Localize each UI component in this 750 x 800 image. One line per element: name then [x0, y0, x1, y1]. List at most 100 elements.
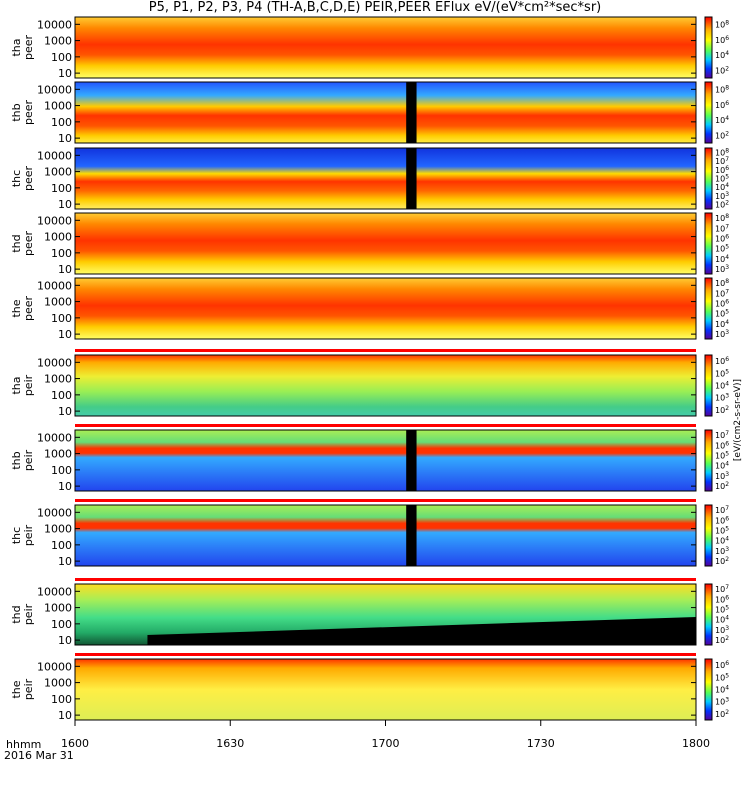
- panel-ylabel: thc: [10, 170, 23, 187]
- colorbar-tick-label: 105: [715, 244, 729, 254]
- panel-frame: [74, 277, 697, 340]
- panel-frame: [74, 354, 697, 417]
- x-tick-label: 1700: [372, 737, 400, 750]
- y-tick-label: 100: [51, 389, 72, 402]
- y-tick-label: 1000: [44, 448, 72, 461]
- colorbar-tick-label: 103: [715, 471, 729, 481]
- mode-bar: [75, 499, 696, 502]
- colorbar-tick-label: 106: [715, 594, 729, 604]
- colorbar-tick-label: 108: [715, 20, 729, 30]
- colorbar-tick-label: 103: [715, 697, 729, 707]
- y-tick-label: 100: [51, 182, 72, 195]
- colorbar-tick-label: 108: [715, 213, 729, 223]
- colorbar-tick-label: 105: [715, 525, 729, 535]
- panel-ylabel: peir: [22, 449, 35, 471]
- panel-the-peir: 10 100 1000 10000 the peir 102 103 104 105 106: [10, 653, 729, 722]
- y-tick-label: 10000: [37, 214, 72, 227]
- colorbar-tick-label: 104: [715, 115, 729, 125]
- mode-bar: [75, 653, 696, 656]
- colorbar-tick-label: 104: [715, 536, 729, 546]
- colorbar-title: [eV/(cm2-s-sr-eV)]: [733, 379, 743, 461]
- data-gap: [406, 148, 417, 209]
- spectrogram-image: [75, 430, 696, 491]
- y-tick-label: 10000: [37, 431, 72, 444]
- colorbar-tick-label: 103: [715, 625, 729, 635]
- colorbar: [704, 81, 713, 144]
- colorbar-tick-label: 106: [715, 356, 729, 366]
- colorbar-tick-label: 107: [715, 223, 729, 233]
- x-axis-title-time: hhmm: [6, 738, 42, 751]
- mode-bar: [75, 349, 696, 352]
- x-tick-label: 1730: [527, 737, 555, 750]
- panel-ylabel: thb: [10, 451, 23, 469]
- colorbar-tick-label: 102: [715, 709, 729, 719]
- y-tick-label: 10000: [37, 18, 72, 31]
- colorbar-tick-label: 103: [715, 264, 729, 274]
- colorbar-tick-label: 108: [715, 85, 729, 95]
- spectrogram-image: [75, 659, 696, 720]
- colorbar-tick-label: 104: [715, 254, 729, 264]
- colorbar-tick-label: 104: [715, 182, 729, 192]
- colorbar-tick-label: 107: [715, 505, 729, 515]
- colorbar-tick-label: 103: [715, 329, 729, 339]
- y-tick-label: 10: [58, 405, 72, 418]
- y-tick-label: 10000: [37, 506, 72, 519]
- colorbar-tick-label: 104: [715, 381, 729, 391]
- data-gap: [406, 505, 417, 566]
- colorbar-tick-label: 103: [715, 546, 729, 556]
- colorbar-tick-label: 105: [715, 450, 729, 460]
- panel-tha-peer: 10 100 1000 10000 tha peer 102 104 106 108: [10, 16, 729, 80]
- data-gap: [406, 82, 417, 143]
- colorbar: [704, 16, 713, 79]
- y-tick-label: 10000: [37, 356, 72, 369]
- y-tick-label: 100: [51, 539, 72, 552]
- panel-ylabel: peir: [22, 603, 35, 625]
- panel-ylabel: tha: [10, 38, 23, 56]
- colorbar-tick-label: 107: [715, 288, 729, 298]
- colorbar-tick-label: 104: [715, 685, 729, 695]
- colorbar-tick-label: 106: [715, 100, 729, 110]
- y-tick-label: 1000: [44, 296, 72, 309]
- y-tick-label: 100: [51, 618, 72, 631]
- panel-ylabel: tha: [10, 376, 23, 394]
- spectrogram-image: [75, 82, 696, 143]
- y-tick-label: 10000: [37, 149, 72, 162]
- panel-ylabel: peer: [22, 231, 35, 257]
- colorbar-tick-label: 106: [715, 233, 729, 243]
- colorbar: [704, 658, 713, 721]
- y-tick-label: 100: [51, 247, 72, 260]
- colorbar-tick-label: 102: [715, 405, 729, 415]
- panel-ylabel: the: [10, 680, 23, 698]
- colorbar: [704, 429, 713, 492]
- colorbar-tick-label: 106: [715, 165, 729, 175]
- panel-frame: [74, 583, 697, 646]
- colorbar-tick-label: 108: [715, 147, 729, 157]
- colorbar-tick-label: 102: [715, 556, 729, 566]
- low-count-region: [147, 617, 696, 645]
- colorbar: [704, 147, 713, 210]
- colorbar-tick-label: 106: [715, 440, 729, 450]
- colorbar-tick-label: 107: [715, 430, 729, 440]
- y-tick-label: 10: [58, 263, 72, 276]
- colorbar-tick-label: 102: [715, 130, 729, 140]
- y-tick-label: 1000: [44, 602, 72, 615]
- panel-frame: [74, 212, 697, 275]
- colorbar: [704, 504, 713, 567]
- panel-ylabel: thd: [10, 234, 23, 252]
- y-tick-label: 10000: [37, 585, 72, 598]
- y-tick-label: 100: [51, 693, 72, 706]
- colorbar-tick-label: 106: [715, 515, 729, 525]
- panel-thb-peer: 10 100 1000 10000 thb peer 102 104 106 108: [10, 81, 729, 145]
- colorbar-tick-label: 102: [715, 200, 729, 210]
- x-tick-label: 1630: [216, 737, 244, 750]
- panel-frame: [74, 429, 697, 492]
- colorbar-tick-label: 103: [715, 393, 729, 403]
- y-tick-label: 1000: [44, 100, 72, 113]
- colorbar-tick-label: 102: [715, 481, 729, 491]
- y-tick-label: 10: [58, 480, 72, 493]
- colorbar-tick-label: 104: [715, 50, 729, 60]
- mode-bar: [75, 424, 696, 427]
- y-tick-label: 10: [58, 328, 72, 341]
